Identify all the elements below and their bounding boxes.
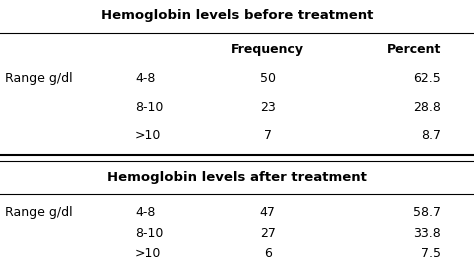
Text: 6: 6	[264, 247, 272, 260]
Text: Percent: Percent	[386, 43, 441, 56]
Text: 33.8: 33.8	[413, 227, 441, 240]
Text: 47: 47	[260, 206, 276, 219]
Text: 58.7: 58.7	[413, 206, 441, 219]
Text: 7.5: 7.5	[421, 247, 441, 260]
Text: 50: 50	[260, 72, 276, 85]
Text: Range g/dl: Range g/dl	[5, 72, 73, 85]
Text: 4-8: 4-8	[135, 206, 155, 219]
Text: 8-10: 8-10	[135, 100, 164, 114]
Text: 8.7: 8.7	[421, 129, 441, 142]
Text: 7: 7	[264, 129, 272, 142]
Text: Frequency: Frequency	[231, 43, 304, 56]
Text: >10: >10	[135, 129, 162, 142]
Text: 28.8: 28.8	[413, 100, 441, 114]
Text: Range g/dl: Range g/dl	[5, 206, 73, 219]
Text: 23: 23	[260, 100, 276, 114]
Text: 62.5: 62.5	[413, 72, 441, 85]
Text: 27: 27	[260, 227, 276, 240]
Text: Hemoglobin levels after treatment: Hemoglobin levels after treatment	[107, 171, 367, 184]
Text: 4-8: 4-8	[135, 72, 155, 85]
Text: >10: >10	[135, 247, 162, 260]
Text: Hemoglobin levels before treatment: Hemoglobin levels before treatment	[101, 9, 373, 22]
Text: 8-10: 8-10	[135, 227, 164, 240]
